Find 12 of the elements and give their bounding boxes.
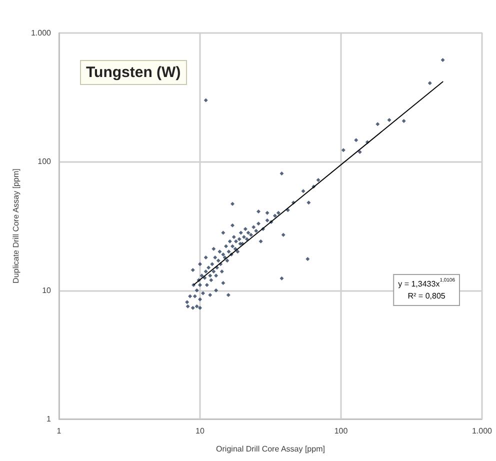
y-tick-label: 1 xyxy=(46,414,52,424)
y-axis-title: Duplicate Drill Core Assay [ppm] xyxy=(12,168,21,284)
text: Tungsten (W) xyxy=(86,64,181,81)
x-tick-label: 100 xyxy=(334,426,348,436)
x-tick-label: 1.000 xyxy=(472,426,493,436)
y-tick-label: 100 xyxy=(38,157,52,166)
y-tick-label: 10 xyxy=(42,286,52,295)
x-tick-label: 1 xyxy=(56,426,62,436)
x-tick-label: 10 xyxy=(196,426,205,436)
annotation: R² = 0,805 xyxy=(408,292,446,300)
y-tick-label: 1.000 xyxy=(30,28,52,38)
x-axis-title: Original Drill Core Assay [ppm] xyxy=(216,444,325,454)
